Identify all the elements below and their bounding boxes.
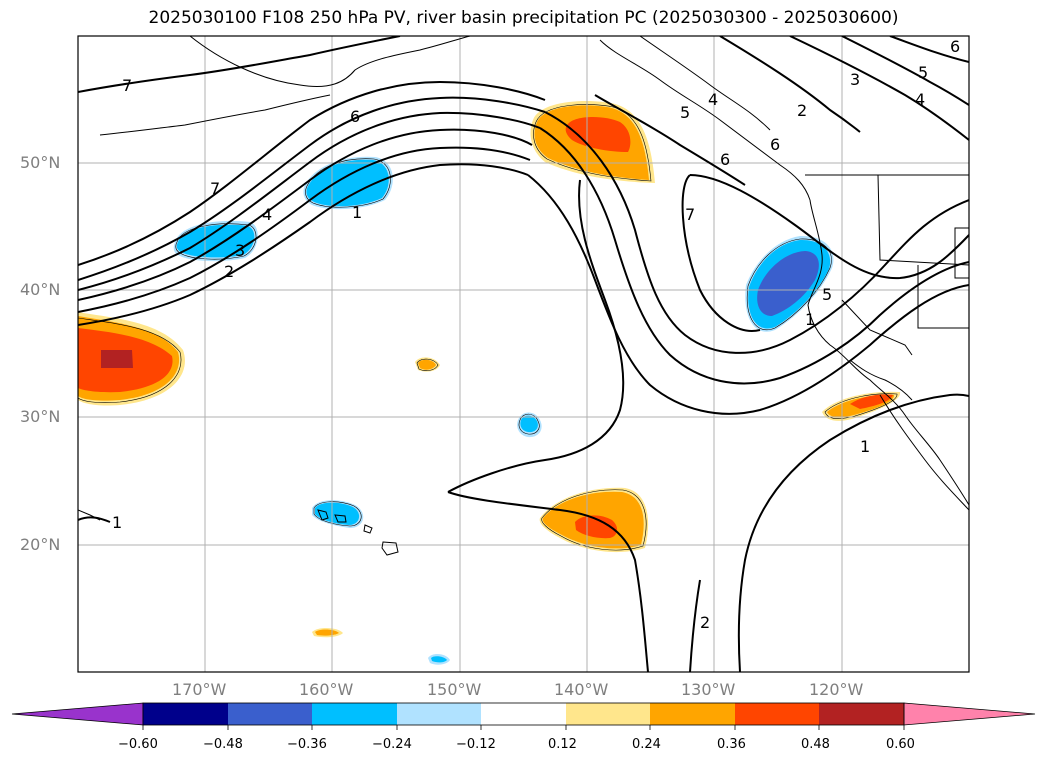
contour-label: 2 xyxy=(224,262,234,281)
hawaii-islands xyxy=(317,509,399,556)
contour-label: 1 xyxy=(352,203,362,222)
contour-label: 5 xyxy=(680,103,690,122)
contour-labels: 7 6 7 4 3 2 1 6 7 2 4 5 6 3 2 4 5 6 5 1 … xyxy=(112,37,960,632)
contour-label: 6 xyxy=(770,135,780,154)
colorbar-tick-label: 0.12 xyxy=(548,737,577,752)
lat-label-20n: 20°N xyxy=(20,535,61,554)
colorbar-tick-label: −0.12 xyxy=(456,737,496,752)
map-background xyxy=(78,36,969,672)
colorbar-tick-label: 0.36 xyxy=(717,737,746,752)
contour-label: 2 xyxy=(797,101,807,120)
colorbar-extend-high xyxy=(903,702,1036,726)
na-west-coast xyxy=(807,199,969,506)
colorbar-extend-low xyxy=(11,702,144,726)
lat-label-30n: 30°N xyxy=(20,407,61,426)
contour-label: 5 xyxy=(918,63,928,82)
lat-label-50n: 50°N xyxy=(20,153,61,172)
contour-label: 1 xyxy=(112,513,122,532)
lat-label-40n: 40°N xyxy=(20,280,61,299)
lon-label-120w: 120°W xyxy=(809,680,864,699)
coastlines xyxy=(78,36,969,556)
contour-label: 4 xyxy=(708,90,718,109)
colorbar-tick-label: 0.48 xyxy=(801,737,830,752)
colorbar xyxy=(11,702,1036,730)
contour-label: 1 xyxy=(860,437,870,456)
contour-label: 6 xyxy=(720,150,730,169)
contour-label: 7 xyxy=(685,205,695,224)
contour-label: 3 xyxy=(235,241,245,260)
contour-label: 7 xyxy=(122,76,132,95)
contour-label: 4 xyxy=(915,90,925,109)
alaska-coast xyxy=(189,36,471,87)
pv-contours xyxy=(78,36,969,672)
contour-label: 1 xyxy=(805,310,815,329)
colorbar-tick-label: 0.24 xyxy=(632,737,661,752)
lon-label-130w: 130°W xyxy=(681,680,736,699)
colorbar-tick-label: −0.24 xyxy=(372,737,412,752)
colorbar-tick-label: −0.36 xyxy=(287,737,327,752)
colorbar-tick-label: −0.48 xyxy=(203,737,243,752)
lon-label-170w: 170°W xyxy=(172,680,227,699)
shading-layer xyxy=(78,101,901,665)
lon-label-160w: 160°W xyxy=(299,680,354,699)
contour-label: 6 xyxy=(950,37,960,56)
colorbar-tick-label: 0.60 xyxy=(886,737,915,752)
map-frame xyxy=(77,35,970,673)
graticule xyxy=(78,36,969,672)
contour-label: 6 xyxy=(350,107,360,126)
lon-label-140w: 140°W xyxy=(554,680,609,699)
contour-label: 7 xyxy=(210,179,220,198)
contour-label: 2 xyxy=(700,613,710,632)
map-title: 2025030100 F108 250 hPa PV, river basin … xyxy=(148,8,899,28)
contour-label: 3 xyxy=(850,70,860,89)
contour-label: 5 xyxy=(822,285,832,304)
lon-label-150w: 150°W xyxy=(427,680,482,699)
contour-label: 4 xyxy=(262,205,272,224)
colorbar-tick-label: −0.60 xyxy=(118,737,158,752)
